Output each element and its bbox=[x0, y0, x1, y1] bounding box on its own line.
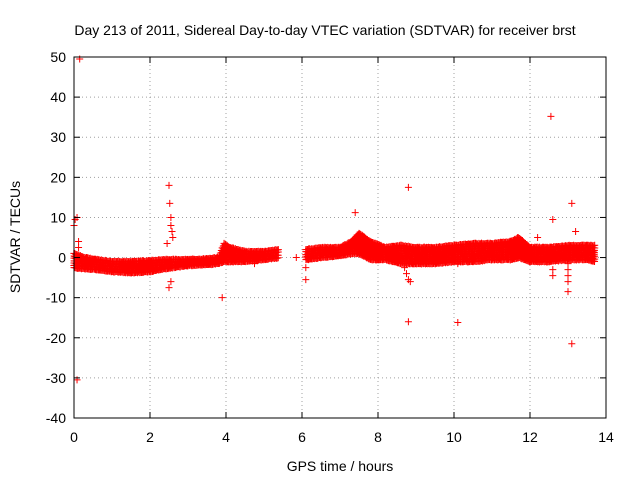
data-series bbox=[70, 55, 599, 384]
x-tick-label: 10 bbox=[446, 429, 462, 445]
y-tick-label: -30 bbox=[46, 370, 66, 386]
x-tick-label: 2 bbox=[146, 429, 154, 445]
y-tick-label: -40 bbox=[46, 410, 66, 426]
x-tick-label: 8 bbox=[374, 429, 382, 445]
y-tick-label: -20 bbox=[46, 330, 66, 346]
y-tick-label: 10 bbox=[50, 209, 66, 225]
band-point bbox=[274, 246, 282, 254]
x-tick-label: 0 bbox=[70, 429, 78, 445]
y-tick-label: 30 bbox=[50, 129, 66, 145]
y-tick-label: -10 bbox=[46, 290, 66, 306]
y-tick-label: 50 bbox=[50, 49, 66, 65]
x-axis-label: GPS time / hours bbox=[287, 458, 394, 474]
y-axis-label: SDTVAR / TECUs bbox=[7, 181, 23, 293]
y-tick-label: 40 bbox=[50, 89, 66, 105]
y-tick-label: 20 bbox=[50, 169, 66, 185]
x-tick-label: 14 bbox=[598, 429, 614, 445]
x-tick-label: 6 bbox=[298, 429, 306, 445]
x-tick-label: 12 bbox=[522, 429, 538, 445]
y-tick-label: 0 bbox=[58, 250, 66, 266]
x-tick-label: 4 bbox=[222, 429, 230, 445]
grid-lines bbox=[74, 57, 606, 418]
chart-title: Day 213 of 2011, Sidereal Day-to-day VTE… bbox=[74, 22, 575, 38]
